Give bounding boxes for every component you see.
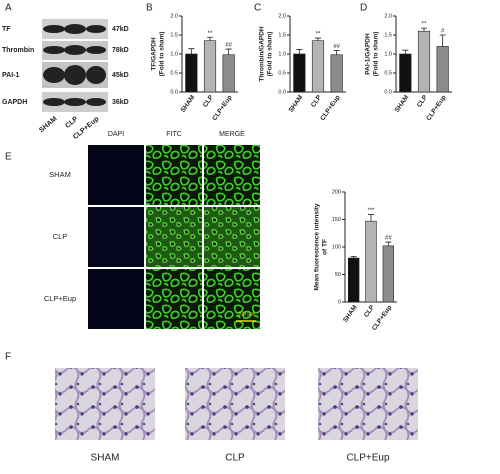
y-axis-label: of TF <box>322 239 329 255</box>
image-label: SHAM <box>91 453 120 464</box>
group-label: CLP <box>64 115 79 130</box>
error-bar <box>402 49 409 54</box>
y-axis-label: PAI-1/GAPDH <box>365 33 372 75</box>
y-tick-label: 0.5 <box>384 70 392 76</box>
error-bar <box>188 48 195 54</box>
y-tick-label: 0 <box>338 299 341 305</box>
bar <box>185 53 198 93</box>
channel-label: DAPI <box>108 131 124 138</box>
y-tick-label: 2.0 <box>278 13 286 19</box>
channel-label: MERGE <box>219 131 245 138</box>
x-tick-label: CLP <box>202 94 216 109</box>
y-axis-label: (Fold to sham) <box>267 32 274 77</box>
bar <box>203 40 217 93</box>
bar <box>365 220 377 303</box>
western-blot <box>42 19 108 112</box>
size-label: 36kD <box>112 99 129 106</box>
significance: ** <box>316 32 321 38</box>
significance: ## <box>225 43 232 49</box>
scale-bar-label: 100 μm <box>238 311 255 317</box>
error-bar <box>225 48 232 55</box>
y-axis-label: Mean fluorescence intensity <box>314 203 321 290</box>
bar <box>436 46 449 93</box>
bar <box>293 53 306 93</box>
error-bar <box>385 241 392 246</box>
y-axis-label: (Fold to sham) <box>159 32 166 77</box>
panel-letter: D <box>360 3 367 14</box>
fluorescence-images <box>88 145 260 329</box>
y-tick-label: 1.5 <box>384 32 392 38</box>
panel-letter: B <box>146 3 153 14</box>
bar <box>222 54 235 93</box>
error-bar <box>296 49 303 54</box>
x-tick-label: CLP <box>310 94 324 109</box>
y-tick-label: 50 <box>335 272 341 278</box>
y-tick-label: 2.0 <box>170 13 178 19</box>
bar <box>311 40 325 93</box>
bar <box>330 54 343 93</box>
y-tick-label: 0.0 <box>384 89 392 95</box>
bands <box>43 24 106 106</box>
error-bar <box>315 37 321 41</box>
x-tick-label: CLP <box>416 94 430 109</box>
error-bar <box>368 214 374 222</box>
size-label: 78kD <box>112 47 129 54</box>
panel-letter: E <box>5 152 12 163</box>
y-tick-label: 1.0 <box>278 51 286 57</box>
y-tick-label: 200 <box>332 189 341 195</box>
protein-label: Thrombin <box>2 47 34 54</box>
protein-label: TF <box>2 26 11 33</box>
x-tick-label: SHAM <box>180 94 197 114</box>
significance: ** <box>208 31 213 37</box>
bar <box>382 245 395 303</box>
size-label: 47kD <box>112 26 129 33</box>
y-tick-label: 2.0 <box>384 13 392 19</box>
y-axis-label: (Fold to sham) <box>373 32 380 77</box>
error-bar <box>333 50 340 55</box>
bar <box>417 30 431 93</box>
histology-images <box>55 368 418 440</box>
panel-letter: C <box>254 3 261 14</box>
size-label: 45kD <box>112 72 129 79</box>
y-axis-label: TF/GAPDH <box>151 37 158 71</box>
y-tick-label: 0.0 <box>278 89 286 95</box>
x-tick-label: SHAM <box>288 94 305 114</box>
y-tick-label: 1.0 <box>170 51 178 57</box>
y-tick-label: 100 <box>332 244 341 250</box>
protein-label: GAPDH <box>2 99 27 106</box>
protein-label: PAI-1 <box>2 72 19 79</box>
panel-letter: A <box>5 3 12 14</box>
row-label: SHAM <box>49 170 71 179</box>
panel-letter: F <box>5 352 11 363</box>
channel-label: FITC <box>166 131 182 138</box>
x-tick-label: SHAM <box>342 304 359 324</box>
y-tick-label: 150 <box>332 217 341 223</box>
error-bar <box>207 36 213 41</box>
y-tick-label: 1.5 <box>170 32 178 38</box>
x-tick-label: SHAM <box>394 94 411 114</box>
error-bar <box>350 255 357 258</box>
significance: ## <box>385 236 392 242</box>
y-tick-label: 1.0 <box>384 51 392 57</box>
significance: ** <box>422 22 427 28</box>
bar <box>347 257 360 303</box>
row-label: CLP+Eup <box>44 294 76 303</box>
y-tick-label: 0.5 <box>170 70 178 76</box>
y-tick-label: 1.5 <box>278 32 286 38</box>
significance: ## <box>333 44 340 50</box>
group-label: SHAM <box>38 115 58 134</box>
y-axis-label: Thrombin/GAPDH <box>259 26 266 82</box>
bar <box>399 53 412 93</box>
error-bar <box>439 34 446 47</box>
y-tick-label: 0.0 <box>170 89 178 95</box>
significance: *** <box>367 208 375 214</box>
image-label: CLP+Eup <box>346 453 390 464</box>
significance: # <box>441 29 445 35</box>
error-bar <box>421 27 427 32</box>
x-tick-label: CLP <box>363 304 377 319</box>
y-tick-label: 0.5 <box>278 70 286 76</box>
row-label: CLP <box>53 232 68 241</box>
image-label: CLP <box>225 453 245 464</box>
